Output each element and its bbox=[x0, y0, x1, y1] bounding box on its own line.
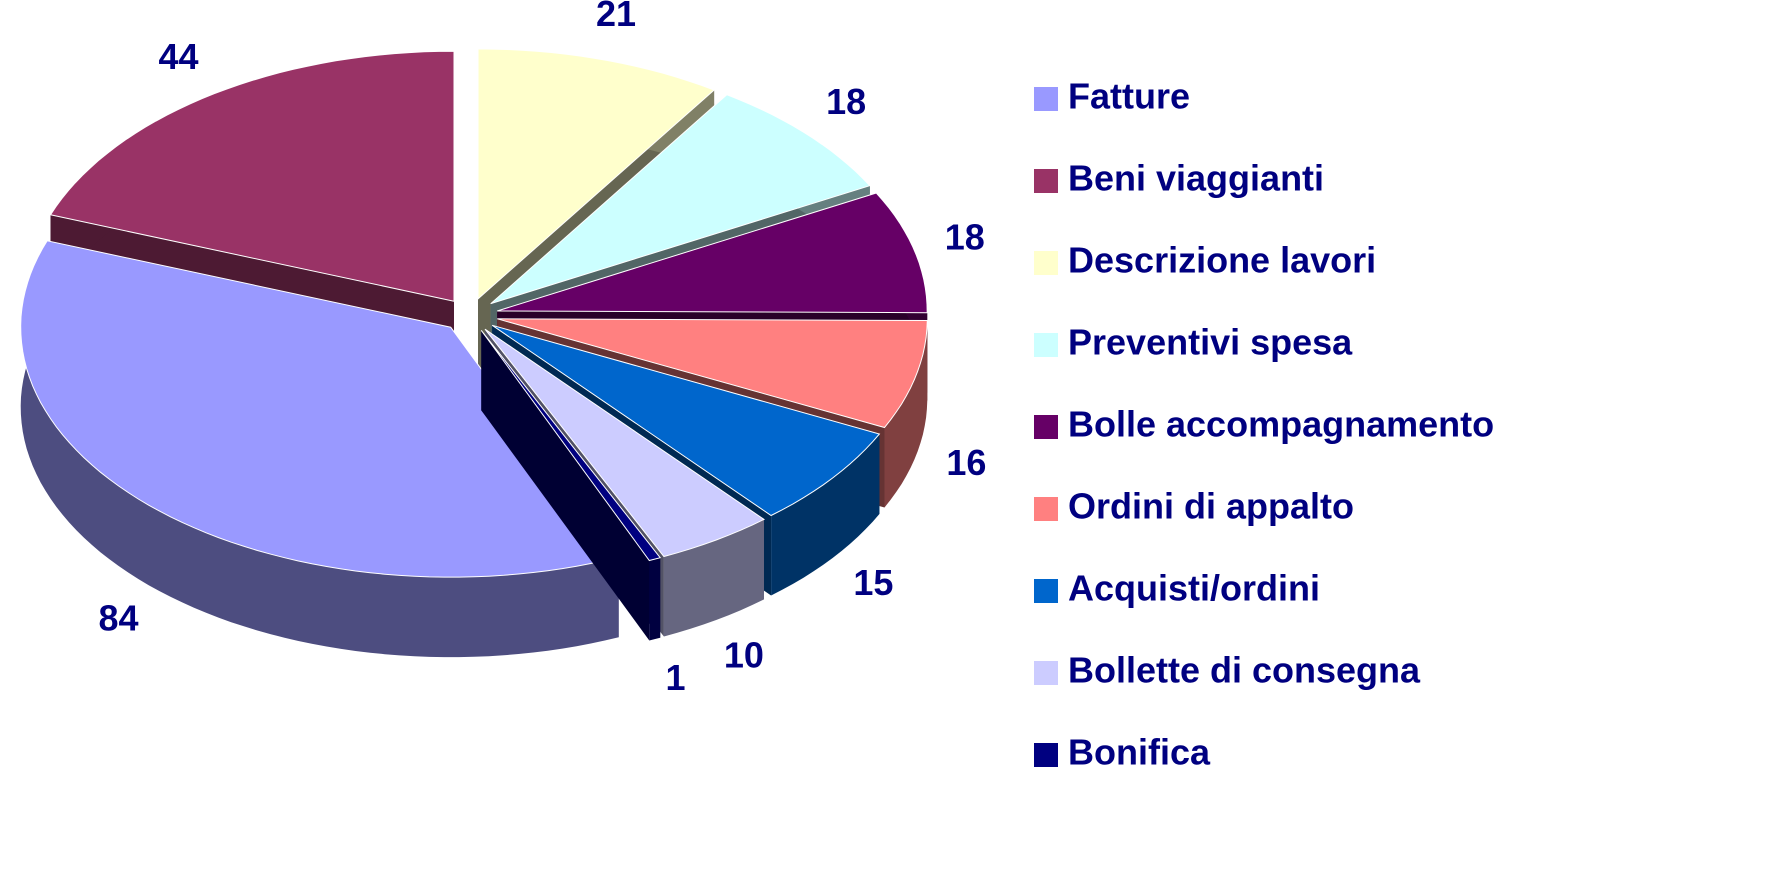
slice-top bbox=[497, 192, 928, 314]
slice-side bbox=[481, 330, 650, 641]
slice-wall bbox=[20, 240, 619, 658]
slice-top bbox=[49, 50, 455, 302]
slice-top bbox=[491, 324, 881, 517]
legend-label: Fatture bbox=[1068, 76, 1190, 117]
data-label: 16 bbox=[946, 442, 986, 483]
legend-label: Bonifica bbox=[1068, 732, 1211, 773]
data-label: 18 bbox=[826, 81, 866, 122]
data-label: 84 bbox=[98, 597, 138, 638]
slice-top bbox=[477, 48, 716, 301]
legend-label: Bolle accompagnamento bbox=[1068, 404, 1494, 445]
slice-top bbox=[490, 94, 871, 305]
data-label: 1 bbox=[666, 657, 686, 698]
legend-swatch bbox=[1034, 169, 1058, 193]
legend-label: Acquisti/ordini bbox=[1068, 568, 1320, 609]
legend-label: Beni viaggianti bbox=[1068, 158, 1324, 199]
slice-top bbox=[497, 318, 928, 429]
data-label: 44 bbox=[158, 36, 198, 77]
legend-swatch bbox=[1034, 579, 1058, 603]
slice-top bbox=[480, 330, 662, 562]
data-label: 15 bbox=[853, 562, 893, 603]
legend-label: Ordini di appalto bbox=[1068, 486, 1354, 527]
data-label: 10 bbox=[724, 634, 764, 675]
slice-wall bbox=[663, 519, 764, 637]
legend-swatch bbox=[1034, 497, 1058, 521]
slice-wall bbox=[884, 320, 928, 508]
slice-top bbox=[484, 328, 765, 558]
legend-label: Bollette di consegna bbox=[1068, 650, 1421, 691]
legend-label: Preventivi spesa bbox=[1068, 322, 1353, 363]
legend-swatch bbox=[1034, 333, 1058, 357]
slice-top bbox=[20, 240, 620, 578]
slice bbox=[480, 330, 662, 641]
slice-wall bbox=[649, 557, 661, 641]
legend-swatch bbox=[1034, 661, 1058, 685]
data-label: 18 bbox=[945, 217, 985, 258]
legend-swatch bbox=[1034, 743, 1058, 767]
legend-swatch bbox=[1034, 251, 1058, 275]
data-label: 21 bbox=[596, 0, 636, 34]
legend-label: Descrizione lavori bbox=[1068, 240, 1376, 281]
legend-swatch bbox=[1034, 87, 1058, 111]
legend-swatch bbox=[1034, 415, 1058, 439]
slice-wall bbox=[771, 434, 880, 596]
